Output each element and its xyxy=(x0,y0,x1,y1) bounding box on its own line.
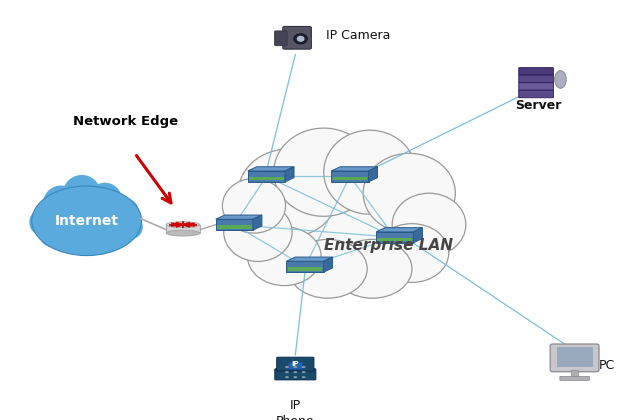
Text: Network Edge: Network Edge xyxy=(73,116,178,128)
Ellipse shape xyxy=(105,226,129,247)
Ellipse shape xyxy=(169,223,197,227)
Polygon shape xyxy=(331,167,377,171)
Polygon shape xyxy=(376,228,422,232)
FancyBboxPatch shape xyxy=(217,225,252,229)
Ellipse shape xyxy=(238,149,338,237)
Ellipse shape xyxy=(59,227,90,248)
FancyBboxPatch shape xyxy=(282,26,311,49)
Text: Internet: Internet xyxy=(55,214,119,228)
FancyBboxPatch shape xyxy=(557,347,593,367)
FancyBboxPatch shape xyxy=(216,219,253,230)
Text: Server: Server xyxy=(516,99,562,112)
FancyBboxPatch shape xyxy=(550,344,599,372)
Ellipse shape xyxy=(288,239,367,298)
Ellipse shape xyxy=(324,130,416,214)
Text: IP: IP xyxy=(291,361,299,368)
FancyBboxPatch shape xyxy=(166,225,200,233)
Ellipse shape xyxy=(333,239,412,298)
FancyBboxPatch shape xyxy=(376,232,413,243)
Ellipse shape xyxy=(222,178,286,233)
FancyBboxPatch shape xyxy=(249,177,284,181)
Ellipse shape xyxy=(293,366,297,368)
FancyBboxPatch shape xyxy=(275,31,287,46)
Ellipse shape xyxy=(30,209,56,236)
FancyBboxPatch shape xyxy=(275,369,316,380)
FancyBboxPatch shape xyxy=(248,171,285,182)
Ellipse shape xyxy=(245,141,442,292)
Ellipse shape xyxy=(40,223,67,247)
FancyBboxPatch shape xyxy=(333,177,367,181)
Ellipse shape xyxy=(285,376,289,378)
Ellipse shape xyxy=(62,175,101,215)
Polygon shape xyxy=(369,167,377,182)
Ellipse shape xyxy=(392,193,466,256)
Ellipse shape xyxy=(375,223,449,283)
Text: IP
Phone: IP Phone xyxy=(276,399,315,420)
FancyBboxPatch shape xyxy=(288,267,322,271)
Polygon shape xyxy=(285,167,294,182)
Polygon shape xyxy=(216,215,262,219)
Ellipse shape xyxy=(302,371,306,373)
Ellipse shape xyxy=(110,198,139,227)
Ellipse shape xyxy=(302,366,306,368)
Ellipse shape xyxy=(555,71,566,88)
Ellipse shape xyxy=(31,186,141,256)
Text: PC: PC xyxy=(599,359,615,372)
Ellipse shape xyxy=(223,202,292,261)
Ellipse shape xyxy=(363,153,455,233)
FancyBboxPatch shape xyxy=(519,83,553,90)
Ellipse shape xyxy=(166,222,200,228)
Ellipse shape xyxy=(273,128,374,216)
FancyBboxPatch shape xyxy=(519,68,553,75)
FancyBboxPatch shape xyxy=(277,357,314,371)
Ellipse shape xyxy=(297,36,304,42)
Polygon shape xyxy=(413,228,422,243)
FancyBboxPatch shape xyxy=(288,362,302,369)
Ellipse shape xyxy=(294,34,308,44)
Ellipse shape xyxy=(247,227,321,286)
Ellipse shape xyxy=(285,366,289,368)
FancyBboxPatch shape xyxy=(571,370,578,377)
Ellipse shape xyxy=(293,371,297,373)
Polygon shape xyxy=(253,215,262,230)
Ellipse shape xyxy=(285,371,289,373)
Ellipse shape xyxy=(43,186,80,222)
Ellipse shape xyxy=(78,228,108,249)
Polygon shape xyxy=(324,257,333,272)
FancyBboxPatch shape xyxy=(331,171,369,182)
FancyBboxPatch shape xyxy=(560,376,589,381)
Polygon shape xyxy=(248,167,294,171)
Ellipse shape xyxy=(302,376,306,378)
Ellipse shape xyxy=(166,230,200,236)
FancyBboxPatch shape xyxy=(286,261,324,272)
FancyBboxPatch shape xyxy=(519,75,553,83)
Ellipse shape xyxy=(118,215,143,239)
FancyBboxPatch shape xyxy=(377,238,412,241)
Text: Enterprise LAN: Enterprise LAN xyxy=(324,238,453,253)
FancyBboxPatch shape xyxy=(519,90,553,98)
Ellipse shape xyxy=(293,376,297,378)
Ellipse shape xyxy=(88,183,122,218)
Text: IP Camera: IP Camera xyxy=(326,29,390,42)
Polygon shape xyxy=(286,257,333,261)
